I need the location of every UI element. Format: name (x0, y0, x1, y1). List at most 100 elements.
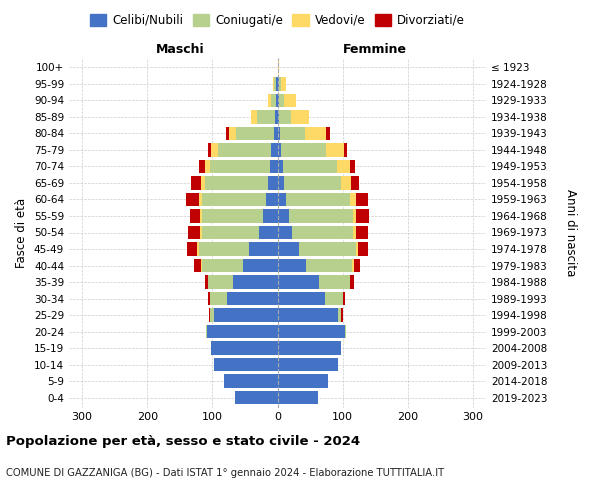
Bar (284, 176, 341, 190)
Bar (277, 226, 292, 239)
Bar (277, 60, 279, 74)
Bar (353, 209, 356, 223)
Bar (205, 176, 268, 190)
Bar (208, 276, 233, 289)
Bar (263, 209, 277, 223)
Bar (201, 176, 205, 190)
Bar (281, 77, 286, 90)
Bar (218, 143, 271, 156)
Bar (197, 242, 199, 256)
Bar (202, 259, 243, 272)
Bar (257, 110, 275, 124)
Bar (286, 192, 350, 206)
Bar (350, 276, 354, 289)
Bar (353, 226, 356, 239)
Bar (277, 77, 279, 90)
Bar (211, 292, 227, 306)
Bar (283, 160, 337, 173)
Bar (235, 391, 277, 404)
Bar (292, 226, 353, 239)
Bar (190, 209, 200, 223)
Bar (325, 292, 343, 306)
Bar (291, 110, 310, 124)
Bar (251, 110, 257, 124)
Legend: Celibi/Nubili, Coniugati/e, Vedovi/e, Divorziati/e: Celibi/Nubili, Coniugati/e, Vedovi/e, Di… (85, 9, 470, 32)
Bar (194, 259, 200, 272)
Bar (229, 126, 236, 140)
Bar (274, 126, 277, 140)
Bar (275, 110, 277, 124)
Bar (227, 292, 277, 306)
Bar (268, 176, 277, 190)
Bar (214, 308, 277, 322)
Bar (207, 325, 277, 338)
Bar (344, 143, 347, 156)
Text: Maschi: Maschi (155, 43, 204, 56)
Bar (277, 259, 305, 272)
Bar (200, 226, 202, 239)
Bar (337, 160, 350, 173)
Bar (319, 276, 350, 289)
Bar (199, 160, 205, 173)
Bar (277, 308, 338, 322)
Bar (269, 160, 277, 173)
Bar (271, 94, 276, 107)
Bar (277, 94, 279, 107)
Bar (273, 77, 274, 90)
Text: Popolazione per età, sesso e stato civile - 2024: Popolazione per età, sesso e stato civil… (6, 435, 360, 448)
Bar (358, 242, 368, 256)
Bar (341, 176, 351, 190)
Text: COMUNE DI GAZZANIGA (BG) - Dati ISTAT 1° gennaio 2024 - Elaborazione TUTTITALIA.: COMUNE DI GAZZANIGA (BG) - Dati ISTAT 1°… (6, 468, 444, 477)
Bar (226, 126, 229, 140)
Bar (205, 160, 210, 173)
Bar (356, 242, 358, 256)
Bar (305, 259, 352, 272)
Bar (202, 209, 263, 223)
Y-axis label: Anni di nascita: Anni di nascita (564, 189, 577, 276)
Bar (206, 325, 207, 338)
Bar (277, 110, 280, 124)
Bar (277, 176, 284, 190)
Bar (343, 292, 345, 306)
Y-axis label: Fasce di età: Fasce di età (16, 198, 28, 268)
Bar (205, 276, 208, 289)
Bar (326, 126, 329, 140)
Bar (211, 308, 214, 322)
Bar (214, 358, 277, 372)
Bar (202, 192, 266, 206)
Bar (277, 325, 344, 338)
Bar (268, 94, 271, 107)
Bar (277, 276, 319, 289)
Bar (243, 259, 277, 272)
Bar (277, 126, 280, 140)
Bar (289, 209, 353, 223)
Bar (351, 176, 359, 190)
Bar (356, 192, 368, 206)
Bar (266, 192, 277, 206)
Bar (277, 358, 338, 372)
Bar (356, 209, 370, 223)
Bar (280, 110, 291, 124)
Bar (259, 226, 277, 239)
Bar (284, 94, 296, 107)
Bar (350, 192, 356, 206)
Bar (356, 226, 368, 239)
Bar (210, 160, 269, 173)
Bar (280, 126, 305, 140)
Bar (191, 176, 201, 190)
Bar (344, 325, 346, 338)
Bar (279, 77, 281, 90)
Bar (277, 374, 328, 388)
Bar (354, 259, 360, 272)
Bar (281, 143, 326, 156)
Bar (277, 143, 281, 156)
Bar (199, 242, 250, 256)
Bar (276, 77, 277, 90)
Text: Femmine: Femmine (343, 43, 407, 56)
Bar (208, 143, 211, 156)
Bar (305, 126, 326, 140)
Bar (233, 276, 277, 289)
Bar (279, 94, 284, 107)
Bar (188, 226, 200, 239)
Bar (236, 126, 274, 140)
